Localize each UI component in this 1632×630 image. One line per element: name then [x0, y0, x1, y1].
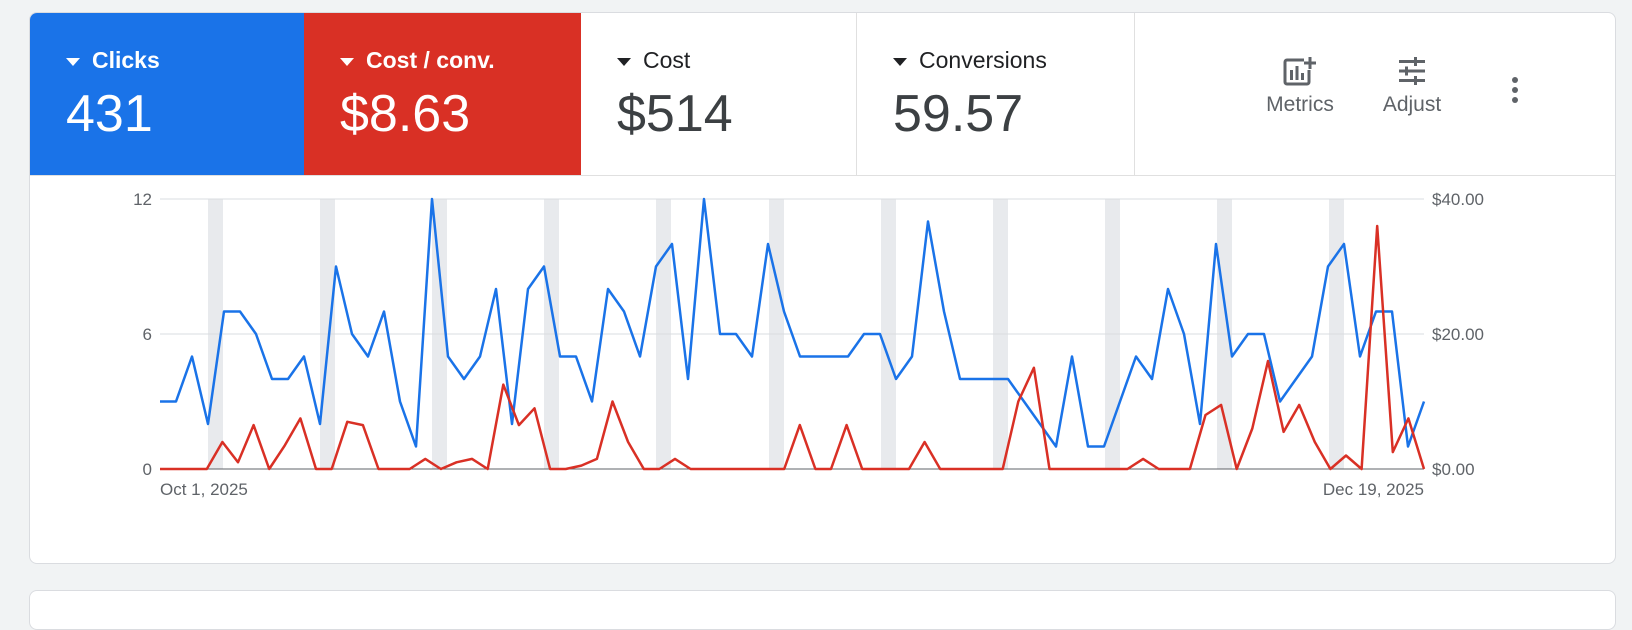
scorecard-cost-header: Cost: [617, 47, 690, 74]
x-tick-end: Dec 19, 2025: [1323, 480, 1424, 499]
y-right-tick-0: $0.00: [1432, 460, 1475, 479]
scorecard-clicks[interactable]: Clicks 431: [30, 13, 304, 175]
next-card: [29, 590, 1616, 630]
metrics-button[interactable]: Metrics: [1255, 55, 1345, 117]
performance-chart-card: Clicks 431 Cost / conv. $8.63 Cost $514 …: [29, 12, 1616, 564]
dropdown-arrow-icon: [893, 57, 907, 66]
x-tick-start: Oct 1, 2025: [160, 480, 248, 499]
scorecard-clicks-label: Clicks: [92, 47, 160, 73]
scorecard-conversions[interactable]: Conversions 59.57: [857, 13, 1135, 175]
scorecard-conversions-value: 59.57: [893, 85, 1024, 143]
scorecard-clicks-value: 431: [66, 85, 153, 143]
scorecard-cost-per-conv[interactable]: Cost / conv. $8.63: [304, 13, 581, 175]
dropdown-arrow-icon: [617, 57, 631, 66]
y-right-tick-40: $40.00: [1432, 190, 1484, 209]
y-left-tick-0: 0: [143, 460, 152, 479]
y-left-tick-6: 6: [143, 325, 152, 344]
dropdown-arrow-icon: [340, 57, 354, 66]
dropdown-arrow-icon: [66, 57, 80, 66]
scorecard-cost-per-conv-value: $8.63: [340, 85, 471, 143]
chart-axis-ticks: 12 6 0 $40.00 $20.00 $0.00 Oct 1, 2025 D…: [133, 190, 1484, 499]
tune-icon: [1399, 57, 1425, 85]
y-left-tick-12: 12: [133, 190, 152, 209]
scorecard-cost-label: Cost: [643, 47, 691, 73]
scorecard-conversions-label: Conversions: [919, 47, 1047, 73]
scorecard-cost-value: $514: [617, 85, 733, 143]
scorecard-cost[interactable]: Cost $514: [581, 13, 857, 175]
add-chart-icon: [1283, 57, 1316, 86]
metrics-label: Metrics: [1266, 93, 1334, 116]
more-vert-icon: [1508, 77, 1522, 103]
performance-chart: 12 6 0 $40.00 $20.00 $0.00 Oct 1, 2025 D…: [133, 190, 1484, 499]
scorecard-conversions-header: Conversions: [893, 47, 1047, 74]
series-line-cost-conv-: [160, 224, 1426, 471]
scorecard-row: Clicks 431 Cost / conv. $8.63 Cost $514 …: [30, 13, 1615, 176]
adjust-label: Adjust: [1382, 93, 1442, 116]
scorecard-clicks-header: Clicks: [66, 47, 160, 74]
chart-series: [160, 197, 1426, 471]
series-line-clicks: [160, 197, 1426, 448]
more-options-button[interactable]: [1508, 77, 1522, 107]
scorecard-cost-per-conv-header: Cost / conv.: [340, 47, 495, 74]
y-right-tick-20: $20.00: [1432, 325, 1484, 344]
adjust-button[interactable]: Adjust: [1370, 55, 1454, 117]
scorecard-cost-per-conv-label: Cost / conv.: [366, 47, 495, 73]
